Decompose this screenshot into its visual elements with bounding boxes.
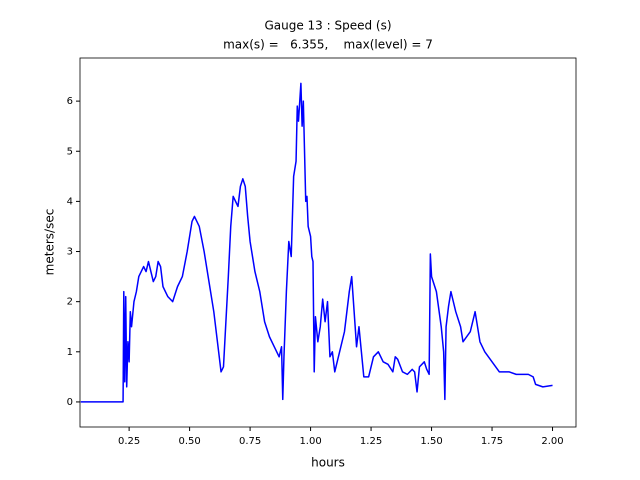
chart-title: Gauge 13 : Speed (s) — [264, 19, 391, 33]
x-tick-label: 0.25 — [118, 436, 140, 447]
x-tick-label: 0.50 — [178, 436, 200, 447]
y-tick-label: 3 — [67, 247, 73, 258]
y-axis-label: meters/sec — [43, 209, 57, 276]
chart-subtitle: max(s) = 6.355, max(level) = 7 — [223, 38, 433, 52]
axes-frame — [79, 57, 577, 428]
y-tick-label: 1 — [67, 347, 73, 358]
y-tick-label: 0 — [67, 397, 73, 408]
y-tick-label: 6 — [67, 96, 73, 107]
x-axis-label: hours — [311, 456, 345, 470]
x-tick-label: 0.75 — [239, 436, 261, 447]
y-tick-label: 5 — [67, 146, 73, 157]
y-tick-label: 4 — [67, 196, 73, 207]
x-tick-label: 1.00 — [299, 436, 321, 447]
y-tick-label: 2 — [67, 297, 73, 308]
x-tick-label: 1.25 — [360, 436, 382, 447]
x-tick-label: 2.00 — [541, 436, 563, 447]
x-tick-label: 1.50 — [420, 436, 442, 447]
data-line — [80, 82, 553, 403]
x-tick-label: 1.75 — [481, 436, 503, 447]
